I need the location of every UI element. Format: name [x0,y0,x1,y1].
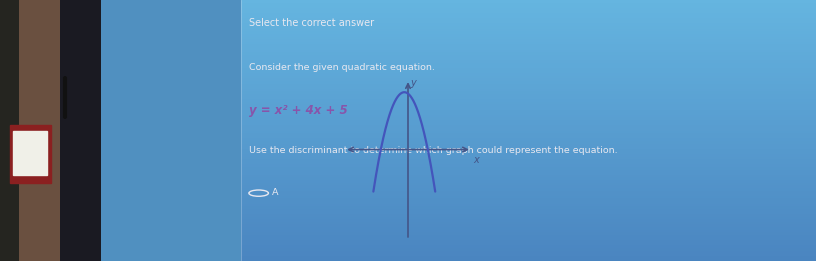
Text: Use the discriminant to determine which graph could represent the equation.: Use the discriminant to determine which … [249,146,618,155]
Text: y = x² + 4x + 5: y = x² + 4x + 5 [249,104,348,117]
Bar [13,130,47,175]
Text: Consider the given quadratic equation.: Consider the given quadratic equation. [249,63,435,72]
Text: A: A [272,188,278,197]
Text: x: x [473,155,479,165]
Text: Select the correct answer: Select the correct answer [249,18,374,28]
Bar [10,125,51,183]
Text: y: y [410,79,415,88]
